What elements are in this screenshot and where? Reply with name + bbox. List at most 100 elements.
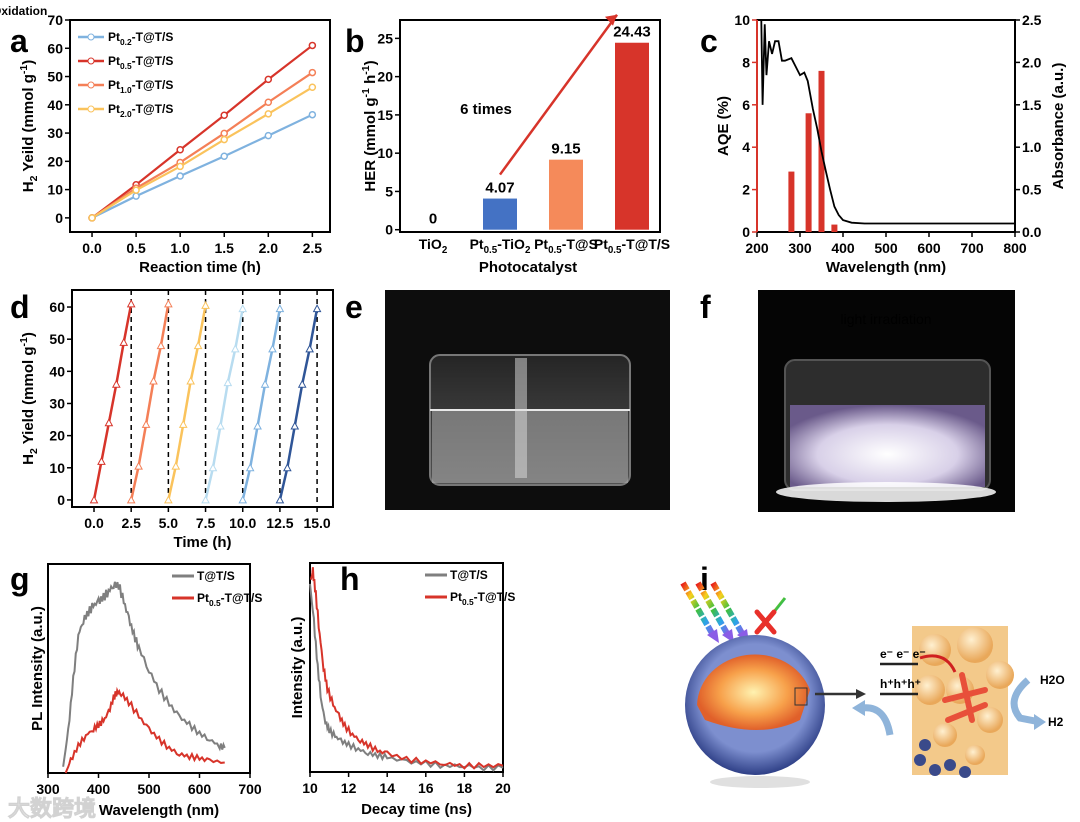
a-series-line-2 — [91, 71, 313, 219]
g-x-tick-label: 300 — [36, 781, 60, 797]
d-data-point — [104, 418, 114, 427]
panel-label-h: h — [340, 561, 360, 597]
a-data-point — [132, 192, 140, 200]
b-category-label-part: Pt — [470, 236, 484, 252]
a-y-tick-label: 30 — [47, 125, 63, 141]
incident-light-arrow — [710, 581, 746, 637]
b-bar — [483, 198, 517, 230]
h-legend-label-part: 0.5 — [462, 597, 474, 607]
water-reduction-arrow-head-icon — [1034, 714, 1046, 730]
b-value-label: 4.07 — [485, 180, 514, 197]
g-x-axis-title: Wavelength (nm) — [99, 802, 219, 819]
d-x-tick-label: 2.5 — [121, 515, 141, 531]
d-data-point — [89, 495, 99, 504]
d-y-axis-title-part: 2 — [28, 448, 40, 454]
blocked-x-icon — [754, 609, 777, 635]
electron-transfer-arrow — [919, 654, 957, 673]
a-data-point — [176, 162, 184, 171]
b-category-label-part: Pt — [534, 236, 548, 252]
c-aqe-bar — [805, 113, 812, 232]
a-data-point — [308, 41, 317, 50]
photo-beaker-dark — [385, 290, 670, 510]
c-aqe-bar — [831, 224, 838, 232]
c-x-tick-label: 400 — [831, 240, 855, 256]
a-legend-label-part: 0.5 — [120, 61, 132, 71]
d-x-tick-label: 15.0 — [303, 515, 330, 531]
c-y-tick-label: 10 — [734, 12, 750, 28]
d-y-tick-label: 0 — [57, 492, 65, 508]
b-category-label: Pt0.5-T@S — [534, 236, 598, 256]
h-legend-label: Pt0.5-T@T/S — [450, 590, 515, 607]
tio2-particle — [915, 675, 945, 705]
h-legend-label-part: T@T/S — [450, 568, 488, 582]
d-y-axis-title-part: Yield (mmol g — [20, 346, 37, 448]
irradiated-suspension — [790, 405, 985, 487]
a-y-tick-label: 20 — [47, 153, 63, 169]
d-plot-frame — [71, 289, 334, 508]
c-y-tick-label: 6 — [742, 97, 750, 113]
d-data-point — [275, 304, 285, 313]
a-legend-label: Pt0.2-T@T/S — [108, 30, 173, 47]
b-category-label-part: Pt — [594, 236, 608, 252]
d-data-point — [126, 299, 136, 308]
light-arrow-head-icon — [707, 629, 719, 643]
a-legend-label-part: -T@T/S — [132, 102, 174, 116]
b-value-label: 0 — [429, 211, 437, 228]
a-data-point — [264, 98, 273, 107]
panel-label-c: c — [700, 23, 718, 59]
d-data-point — [186, 376, 196, 385]
d-y-tick-label: 10 — [49, 460, 65, 476]
a-y-tick-label: 10 — [47, 182, 63, 198]
h-legend-label-part: Pt — [450, 590, 462, 604]
d-data-point — [290, 421, 300, 430]
a-y-tick-label: 40 — [47, 97, 63, 113]
g-legend-label-part: 0.5 — [209, 598, 221, 608]
a-legend-label-part: Pt — [108, 54, 120, 68]
d-cycle-line-2 — [167, 305, 207, 501]
tio2-particle — [957, 627, 993, 663]
d-data-point — [193, 341, 203, 350]
a-data-point — [308, 83, 317, 92]
d-data-point — [223, 378, 233, 387]
d-data-point — [305, 344, 314, 353]
c-x-tick-label: 800 — [1003, 240, 1027, 256]
c-aqe-bar — [788, 171, 795, 232]
a-y-axis-title: H2 Yeild (mmol g-1) — [18, 60, 40, 192]
a-data-point — [264, 110, 273, 118]
beaker-water — [432, 410, 628, 483]
watermark: 大数跨境 — [8, 796, 96, 821]
b-category-label-part: 0.5 — [484, 245, 498, 256]
zoom-arrow-head-icon — [856, 689, 866, 699]
b-category-label-part: 2 — [442, 245, 448, 256]
a-legend-label-part: -T@T/S — [132, 78, 174, 92]
d-data-point — [208, 463, 218, 472]
a-data-point — [264, 75, 273, 84]
h2o-label: H2O — [1040, 673, 1065, 687]
h2-label: H2 — [1048, 715, 1064, 729]
g-legend-label-part: T@T/S — [197, 569, 235, 583]
d-data-point — [119, 337, 129, 346]
d-data-point — [275, 495, 285, 504]
support-particle — [914, 754, 926, 766]
a-legend-label-part: 1.0 — [120, 85, 132, 95]
d-data-point — [171, 461, 181, 470]
b-y-axis-title-part: ) — [362, 60, 379, 65]
holes-label: h⁺h⁺h⁺ — [880, 677, 921, 691]
d-cycle-line-0 — [92, 303, 133, 501]
d-cycle-line-4 — [241, 308, 282, 501]
d-data-point — [260, 379, 270, 388]
a-data-point — [308, 68, 317, 77]
a-x-tick-label: 1.5 — [215, 240, 235, 256]
d-data-point — [238, 304, 248, 313]
c-absorbance-line — [760, 19, 1015, 225]
c-x-tick-label: 300 — [788, 240, 812, 256]
b-y-tick-label: 5 — [385, 183, 393, 199]
b-annotation: 6 times — [460, 101, 512, 118]
b-category-label-part: 0.5 — [608, 245, 622, 256]
h-x-tick-label: 14 — [379, 780, 395, 796]
d-data-point — [283, 463, 292, 472]
a-y-axis-title-part: 2 — [28, 175, 40, 181]
d-data-point — [201, 495, 210, 504]
d-y-axis-title-part: H — [20, 454, 37, 465]
